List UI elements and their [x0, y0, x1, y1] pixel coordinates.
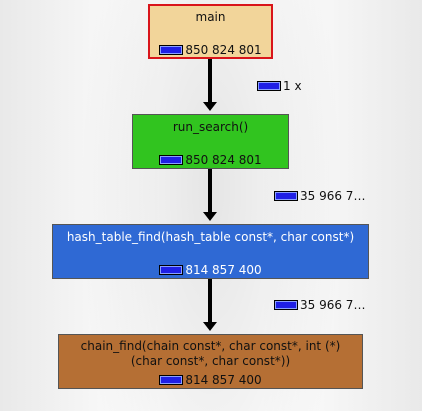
- edge-label-text: 35 966 7…: [300, 189, 366, 203]
- cost-meter-icon: [159, 375, 184, 385]
- node-run-search[interactable]: run_search() 850 824 801: [132, 114, 289, 169]
- node-label: chain_find(chain const*, char const*, in…: [80, 339, 341, 368]
- call-edge[interactable]: [208, 279, 212, 322]
- cost-meter-icon: [159, 45, 184, 55]
- node-hash-table-find[interactable]: hash_table_find(hash_table const*, char …: [52, 224, 369, 279]
- cost-meter-icon: [159, 155, 184, 165]
- node-cost: 814 857 400: [59, 373, 362, 387]
- node-chain-find[interactable]: chain_find(chain const*, char const*, in…: [58, 334, 363, 389]
- node-label: run_search(): [172, 120, 249, 134]
- edge-label: 35 966 7…: [274, 189, 365, 203]
- arrow-head-icon: [203, 322, 217, 331]
- node-cost-value: 814 857 400: [185, 263, 262, 277]
- node-label: hash_table_find(hash_table const*, char …: [66, 230, 355, 244]
- edge-label: 35 966 7…: [274, 298, 365, 312]
- call-edge[interactable]: [208, 59, 212, 102]
- arrow-head-icon: [203, 212, 217, 221]
- node-label: main: [195, 10, 226, 24]
- cost-meter-icon: [257, 81, 281, 91]
- edge-label-text: 1 x: [283, 79, 302, 93]
- node-cost: 850 824 801: [150, 43, 271, 57]
- call-edge[interactable]: [208, 169, 212, 212]
- node-cost-value: 850 824 801: [185, 43, 262, 57]
- node-cost: 850 824 801: [133, 153, 288, 167]
- cost-meter-icon: [274, 300, 298, 310]
- cost-meter-icon: [274, 191, 298, 201]
- node-cost-value: 850 824 801: [185, 153, 262, 167]
- node-cost-value: 814 857 400: [185, 373, 262, 387]
- cost-meter-icon: [159, 265, 184, 275]
- edge-label: 1 x: [257, 79, 302, 93]
- edge-label-text: 35 966 7…: [300, 298, 366, 312]
- node-main[interactable]: main 850 824 801: [148, 4, 273, 59]
- node-cost: 814 857 400: [53, 263, 368, 277]
- arrow-head-icon: [203, 102, 217, 111]
